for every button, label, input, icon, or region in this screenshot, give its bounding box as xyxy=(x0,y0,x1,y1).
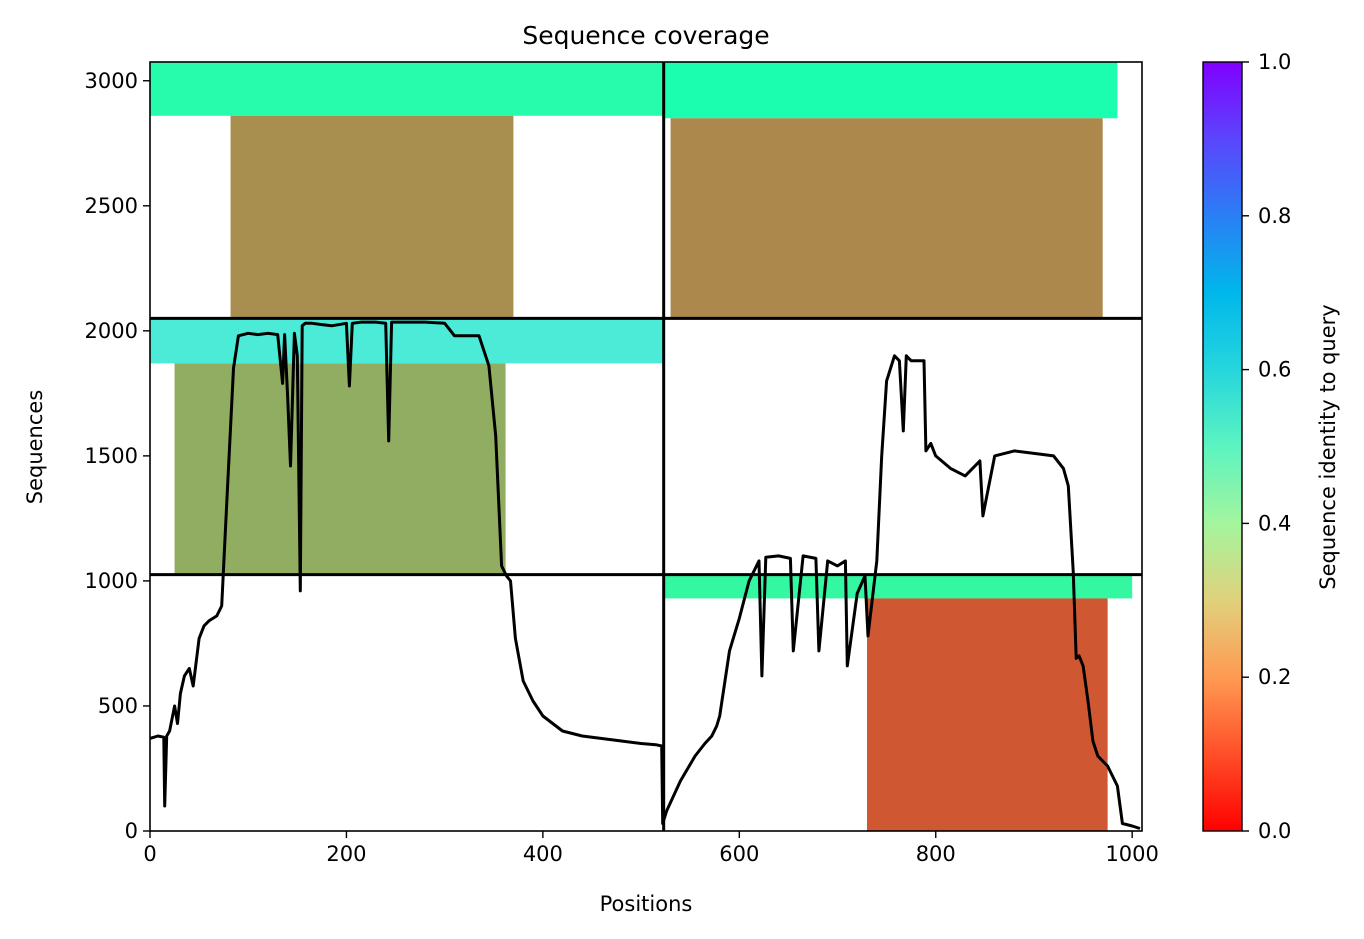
plot-area xyxy=(149,61,1143,832)
x-axis: 0 200 400 600 800 1000 xyxy=(143,831,1159,866)
x-tick-label-5: 1000 xyxy=(1105,842,1158,866)
colorbar-tick-label-1: 0.2 xyxy=(1258,665,1291,689)
x-tick-label-1: 200 xyxy=(326,842,366,866)
x-tick-label-0: 0 xyxy=(143,842,156,866)
coverage-block-7 xyxy=(866,598,1108,831)
colorbar-tick-label-3: 0.6 xyxy=(1258,358,1291,382)
y-axis: 0 500 1000 1500 2000 2500 3000 xyxy=(85,69,150,843)
colorbar: 0.0 0.2 0.4 0.6 0.8 1.0 Sequence identity to … xyxy=(1202,50,1340,843)
x-axis-label: Positions xyxy=(600,892,693,916)
chart-title: Sequence coverage xyxy=(522,21,769,50)
y-tick-label-5: 2500 xyxy=(85,194,138,218)
coverage-block-6 xyxy=(663,574,1133,599)
y-tick-label-3: 1500 xyxy=(85,444,138,468)
colorbar-tick-label-0: 0.0 xyxy=(1258,819,1291,843)
coverage-block-1 xyxy=(230,115,514,319)
x-tick-label-2: 400 xyxy=(523,842,563,866)
y-axis-label: Sequences xyxy=(23,390,47,505)
coverage-block-4 xyxy=(150,318,664,364)
x-tick-label-3: 600 xyxy=(719,842,759,866)
colorbar-tick-label-5: 1.0 xyxy=(1258,50,1291,74)
coverage-blocks xyxy=(150,62,1133,831)
coverage-line xyxy=(150,320,1141,830)
coverage-block-3 xyxy=(670,118,1103,319)
colorbar-ticks: 0.0 0.2 0.4 0.6 0.8 1.0 xyxy=(1242,50,1291,843)
chain-boundaries xyxy=(150,62,1142,831)
coverage-block-2 xyxy=(663,62,1118,119)
y-tick-label-0: 0 xyxy=(125,819,138,843)
coverage-block-0 xyxy=(150,62,664,116)
colorbar-gradient xyxy=(1202,61,1243,832)
y-tick-label-2: 1000 xyxy=(85,569,138,593)
x-tick-label-4: 800 xyxy=(916,842,956,866)
y-tick-label-6: 3000 xyxy=(85,69,138,93)
y-tick-label-4: 2000 xyxy=(85,319,138,343)
colorbar-tick-label-4: 0.8 xyxy=(1258,204,1291,228)
colorbar-label: Sequence identity to query xyxy=(1316,304,1340,589)
y-tick-label-1: 500 xyxy=(98,694,138,718)
plot-frame xyxy=(149,61,1143,832)
colorbar-tick-label-2: 0.4 xyxy=(1258,511,1291,535)
